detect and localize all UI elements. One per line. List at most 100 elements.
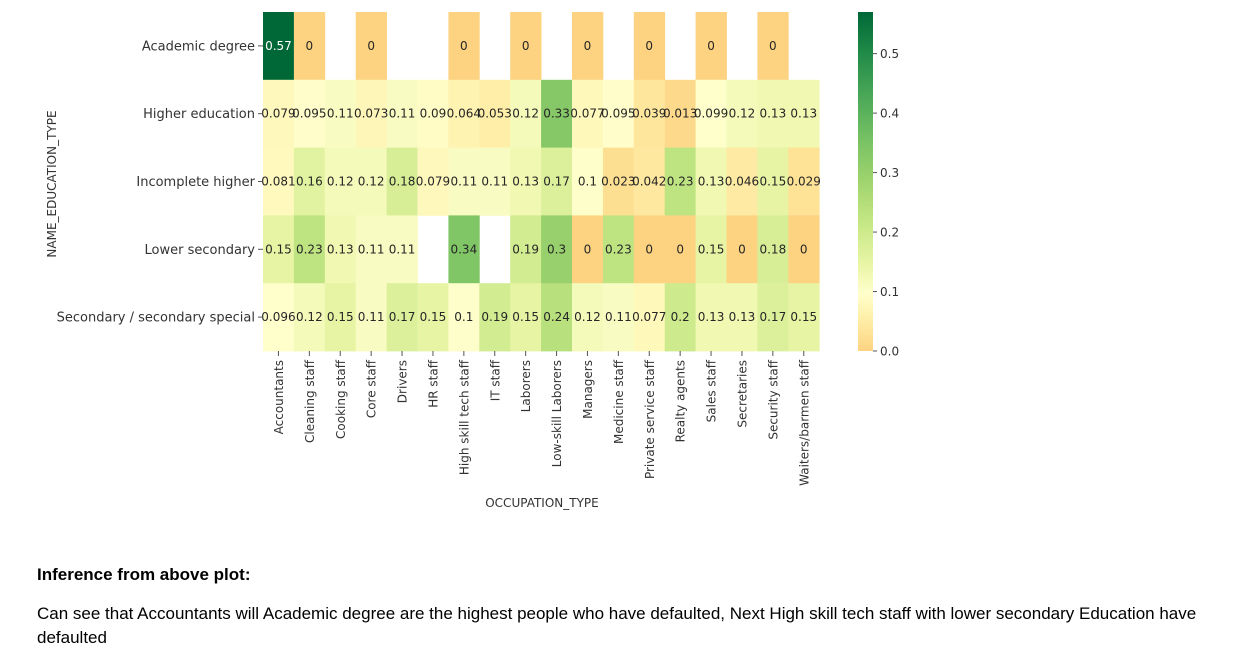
x-tick-label: Accountants [272,360,286,434]
heatmap-cell [633,147,666,216]
heatmap-cell [541,79,573,148]
x-tick-label: Sales staff [705,359,719,422]
heatmap-cell [448,215,480,284]
cell-value-label: 0.046 [725,175,759,189]
heatmap-cell [541,215,573,284]
cell-value-label: 0.11 [481,175,508,189]
cell-value-label: 0.077 [570,107,604,121]
heatmap-cell [664,79,696,148]
heatmap-cell [510,147,542,216]
cell-value-label: 0.19 [481,310,508,324]
heatmap-cell [293,79,326,148]
cell-value-label: 0.12 [729,107,756,121]
x-axis-label: OCCUPATION_TYPE [485,496,599,510]
heatmap-cell [572,12,604,81]
heatmap-cell [386,215,418,284]
cell-value-label: 0.18 [759,242,786,256]
cell-value-label: 0.13 [698,310,725,324]
heatmap-cell [695,283,727,352]
heatmap-cell [695,215,727,284]
cell-value-label: 0.13 [512,175,539,189]
heatmap-cell [510,12,542,81]
cell-value-label: 0.18 [389,175,416,189]
y-tick-label: Incomplete higher [136,175,255,190]
heatmap-cell [633,12,666,81]
cell-value-label: 0.34 [450,242,477,256]
heatmap-cell [757,12,789,81]
cell-value-label: 0.17 [543,175,570,189]
heatmap-cell [293,12,326,81]
cell-value-label: 0.15 [759,175,786,189]
cell-value-label: 0.079 [261,107,295,121]
colorbar: 0.0 0.1 0.2 0.3 0.4 0.5 [858,12,899,359]
heatmap-cell [263,12,295,81]
heatmap-cell [695,147,727,216]
heatmap-cell [417,79,449,148]
cell-value-label: 0.57 [265,39,292,53]
cell-value-label: 0.11 [327,107,354,121]
heatmap-cell [541,147,573,216]
cell-value-label: 0.096 [261,310,295,324]
x-tick-label: Cleaning staff [303,359,317,443]
y-axis-ticks: Academic degree Higher education Incomplet… [57,39,263,326]
cell-value-label: 0.077 [632,310,666,324]
x-tick-label: Secretaries [735,360,749,428]
heatmap-cell [757,215,789,284]
heatmap-cell [448,283,480,352]
y-tick-label: Higher education [143,107,255,122]
y-tick-label: Academic degree [142,39,255,54]
cell-value-label: 0 [460,39,468,53]
heatmap-cell [602,147,635,216]
heatmap-cell [293,215,326,284]
cell-value-label: 0.099 [694,107,728,121]
heatmap-cell [602,283,635,352]
cell-value-label: 0.013 [663,107,697,121]
cell-value-label: 0.039 [632,107,666,121]
heatmap-cell [788,215,820,284]
cell-value-label: 0.15 [790,310,817,324]
cell-value-label: 0.095 [292,107,326,121]
cell-value-label: 0.11 [605,310,632,324]
cell-value-label: 0.13 [729,310,756,324]
cell-value-label: 0.1 [454,310,473,324]
cell-value-label: 0.12 [296,310,323,324]
heatmap-cell [602,79,635,148]
heatmap-cell [386,283,418,352]
cell-value-label: 0 [584,242,592,256]
colorbar-tick-label: 0.3 [880,166,899,180]
heatmap-cell [788,79,820,148]
x-tick-label: Realty agents [674,360,688,442]
cell-value-label: 0.12 [358,175,385,189]
cell-value-label: 0.15 [698,242,725,256]
heatmap-cell [572,215,604,284]
cell-value-label: 0.11 [358,310,385,324]
cell-value-label: 0.12 [327,175,354,189]
heatmap-cell [324,215,357,284]
cell-value-label: 0.15 [420,310,447,324]
heatmap-cell [263,283,295,352]
heatmap-cell [479,79,511,148]
cell-value-label: 0 [522,39,530,53]
x-tick-label: Low-skill Laborers [550,360,564,467]
cell-value-label: 0 [738,242,746,256]
x-tick-label: High skill tech staff [457,359,471,475]
x-tick-label: HR staff [426,359,440,407]
heatmap-cell [633,283,666,352]
heatmap-cell [633,79,666,148]
cell-value-label: 0.042 [632,175,666,189]
cell-value-label: 0.16 [296,175,323,189]
cell-value-label: 0.33 [543,107,570,121]
cell-value-label: 0.09 [420,107,447,121]
cell-value-label: 0.11 [389,242,416,256]
cell-value-label: 0.081 [261,175,295,189]
heatmap-cell [664,147,696,216]
heatmap-cell [355,215,387,284]
heatmap-cell [726,283,758,352]
heatmap-cell [324,147,357,216]
x-tick-label: Waiters/barmen staff [797,359,811,486]
colorbar-tick-label: 0.0 [880,345,899,359]
cell-value-label: 0.2 [671,310,690,324]
cell-value-label: 0.13 [790,107,817,121]
x-tick-label: IT staff [488,359,502,401]
